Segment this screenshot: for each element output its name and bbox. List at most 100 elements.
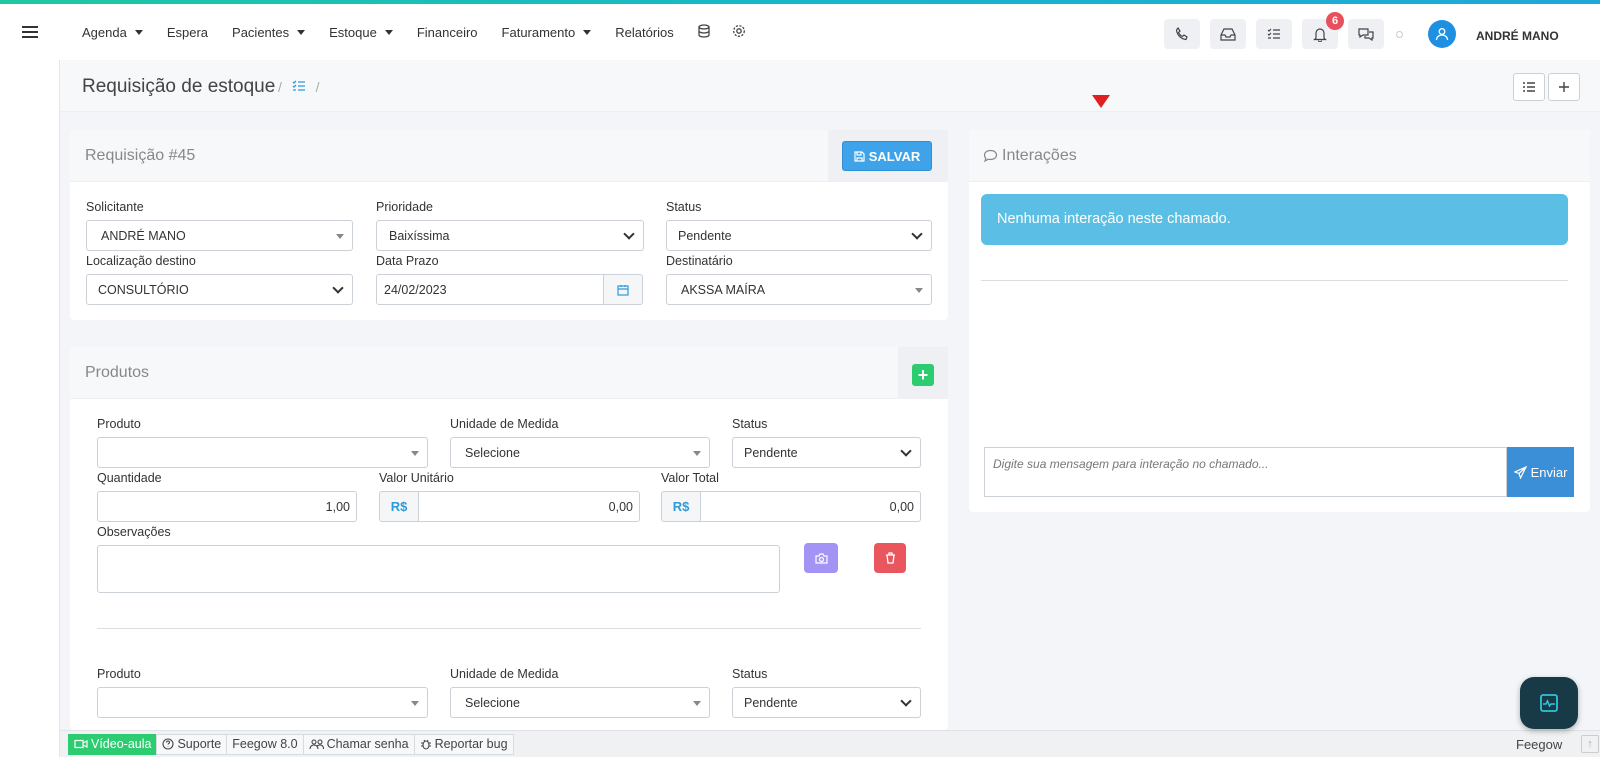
empty-interactions-alert: Nenhuma interação neste chamado.: [981, 194, 1568, 245]
send-button-label: Enviar: [1530, 464, 1568, 480]
chat-button[interactable]: [1348, 19, 1384, 49]
camera-button[interactable]: [804, 543, 838, 573]
menu-faturamento-label: Faturamento: [501, 24, 576, 40]
quantidade-input[interactable]: 1,00: [97, 491, 357, 522]
item-divider: [97, 628, 921, 629]
solicitante-label: Solicitante: [86, 200, 144, 214]
username[interactable]: ANDRÉ MANO: [1476, 29, 1559, 43]
video-aula-label: Vídeo-aula: [91, 737, 152, 751]
gear-icon[interactable]: [732, 24, 746, 41]
unidade-select[interactable]: Selecione: [450, 437, 710, 468]
unidade-select[interactable]: Selecione: [450, 687, 710, 718]
interacoes-title: Interações: [983, 147, 1077, 165]
users-icon: [309, 738, 324, 749]
destinatario-label: Destinatário: [666, 254, 733, 268]
suporte-button[interactable]: Suporte: [156, 733, 228, 755]
menu-pacientes[interactable]: Pacientes: [232, 24, 306, 40]
caret-down-icon: [134, 29, 143, 35]
database-icon[interactable]: [698, 23, 710, 41]
valor-unitario-value: 0,00: [608, 499, 633, 514]
localizacao-select[interactable]: CONSULTÓRIO: [86, 274, 353, 305]
menu-faturamento[interactable]: Faturamento: [502, 25, 592, 40]
plus-icon: +: [917, 365, 929, 385]
chat-bubbles-icon: [1358, 28, 1374, 41]
menu-relatorios[interactable]: Relatórios: [615, 25, 674, 40]
dropdown-arrow-icon: [411, 451, 419, 456]
main-menu: Agenda Espera Pacientes Estoque Financei…: [82, 4, 768, 60]
phone-button[interactable]: [1164, 19, 1200, 49]
add-button[interactable]: [1548, 73, 1580, 101]
valor-unitario-label: Valor Unitário: [379, 471, 454, 485]
chamar-senha-button[interactable]: Chamar senha: [302, 733, 415, 755]
quantidade-label: Quantidade: [97, 471, 162, 485]
chevron-down-icon: [911, 228, 923, 240]
chevron-down-icon: [900, 445, 912, 457]
add-product-button[interactable]: +: [912, 364, 934, 386]
destinatario-value: AKSSA MAÍRA: [681, 282, 766, 297]
produto-select[interactable]: [97, 687, 428, 718]
reportar-bug-button[interactable]: Reportar bug: [413, 733, 514, 755]
valor-total-input[interactable]: 0,00: [700, 491, 921, 522]
avatar[interactable]: [1428, 20, 1456, 48]
video-camera-icon: [74, 739, 88, 749]
interacoes-title-text: Interações: [1002, 147, 1077, 164]
produto-label: Produto: [97, 417, 141, 431]
requisicao-title: Requisição #45: [85, 147, 196, 164]
dropdown-arrow-icon: [336, 234, 344, 239]
menu-espera-label: Espera: [166, 24, 209, 40]
arrow-up-icon: ↑: [1587, 738, 1593, 750]
floating-helper-button[interactable]: [1520, 677, 1578, 729]
item-status-label: Status: [732, 417, 768, 431]
menu-estoque-label: Estoque: [329, 24, 377, 40]
dropdown-arrow-icon: [915, 288, 923, 293]
chevron-down-icon: [900, 695, 912, 707]
solicitante-select[interactable]: ANDRÉ MANO: [86, 220, 353, 251]
menu-agenda[interactable]: Agenda: [82, 25, 143, 40]
list-view-button[interactable]: [1513, 73, 1545, 101]
floppy-disk-icon: [854, 150, 865, 162]
save-button[interactable]: SALVAR: [842, 141, 932, 171]
video-aula-button[interactable]: Vídeo-aula: [68, 733, 158, 755]
prioridade-select[interactable]: Baixíssima: [376, 220, 644, 251]
prioridade-value: Baixíssima: [389, 228, 450, 243]
destinatario-select[interactable]: AKSSA MAÍRA: [666, 274, 932, 305]
requisicao-panel-header: Requisição #45: [70, 130, 948, 182]
camera-icon: [814, 552, 828, 564]
observacoes-textarea[interactable]: [97, 545, 780, 593]
page-title: Requisição de estoque: [82, 76, 276, 97]
hamburger-menu-icon[interactable]: [22, 26, 38, 38]
list-check-icon[interactable]: [292, 79, 310, 95]
version-label: Feegow 8.0: [226, 733, 304, 755]
valor-unitario-input[interactable]: 0,00: [418, 491, 640, 522]
item-status-select[interactable]: Pendente: [732, 437, 921, 468]
menu-espera[interactable]: Espera: [167, 25, 208, 40]
left-sidebar: [0, 60, 60, 757]
produtos-panel: Produtos: [70, 347, 948, 730]
item-status-select[interactable]: Pendente: [732, 687, 921, 718]
chamar-senha-label: Chamar senha: [326, 737, 409, 751]
status-select[interactable]: Pendente: [666, 220, 932, 251]
currency-addon: R$: [379, 491, 419, 522]
caret-down-icon: [297, 29, 306, 35]
reportar-bug-label: Reportar bug: [434, 737, 508, 751]
caret-down-icon: [583, 29, 592, 35]
currency-addon: R$: [661, 491, 701, 522]
message-textarea[interactable]: Digite sua mensagem para interação no ch…: [984, 447, 1507, 497]
menu-pacientes-label: Pacientes: [232, 24, 290, 40]
produto-select[interactable]: [97, 437, 428, 468]
scroll-top-button[interactable]: ↑: [1581, 735, 1599, 753]
menu-financeiro[interactable]: Financeiro: [417, 25, 478, 40]
dropdown-arrow-icon: [693, 451, 701, 456]
tasks-button[interactable]: [1256, 19, 1292, 49]
produtos-panel-header: Produtos: [70, 347, 948, 399]
inbox-button[interactable]: [1210, 19, 1246, 49]
menu-estoque[interactable]: Estoque: [329, 25, 393, 40]
notifications-button[interactable]: 6: [1302, 12, 1344, 49]
prazo-input[interactable]: 24/02/2023: [376, 274, 604, 305]
bell-icon: [1313, 27, 1327, 42]
menu-relatorios-label: Relatórios: [615, 24, 674, 40]
top-accent-stripe: [0, 0, 1600, 4]
calendar-button[interactable]: [603, 274, 643, 305]
delete-button[interactable]: [874, 543, 906, 573]
send-button[interactable]: Enviar: [1507, 447, 1574, 497]
